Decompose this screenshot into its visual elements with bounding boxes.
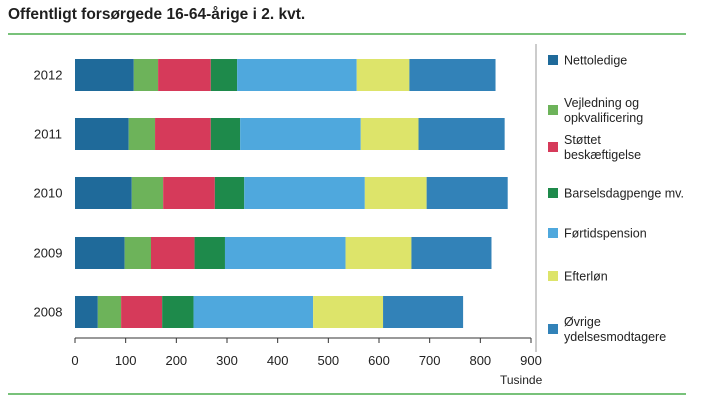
bar-2009-series-4 [224, 237, 346, 269]
bar-2008-series-5 [313, 296, 384, 328]
bar-2012-series-4 [237, 59, 357, 91]
bar-2011-series-1 [128, 118, 156, 150]
legend-label-1: Vejledning og opkvalificering [564, 96, 643, 125]
bar-2010-series-2 [163, 177, 215, 209]
bar-2009-series-5 [345, 237, 412, 269]
x-tick-label-200: 200 [165, 353, 187, 368]
bar-2008-series-1 [97, 296, 122, 328]
bar-2009-series-6 [411, 237, 492, 269]
bar-2010-series-4 [244, 177, 365, 209]
bar-2008-series-0 [75, 296, 98, 328]
bar-2012-series-3 [210, 59, 238, 91]
bar-2011-series-5 [360, 118, 419, 150]
legend: Nettoledige Vejledning og opkvalificering S… [548, 54, 684, 344]
bar-2012-series-0 [75, 59, 134, 91]
x-tick-label-300: 300 [216, 353, 238, 368]
category-label-2012: 2012 [34, 68, 63, 83]
bar-2011-series-6 [418, 118, 505, 150]
chart-title: Offentligt forsørgede 16-64-årige i 2. k… [8, 6, 306, 23]
bar-2009-series-0 [75, 237, 125, 269]
legend-label-6: Øvrige ydelsesmodtagere [564, 315, 666, 344]
bar-2012-series-2 [158, 59, 211, 91]
legend-label-3: Barselsdagpenge mv. [564, 187, 684, 201]
legend-swatch-1 [548, 105, 558, 115]
bar-2008-series-2 [121, 296, 163, 328]
x-axis-label: Tusinde [500, 373, 543, 387]
bar-2008-series-3 [162, 296, 194, 328]
x-tick-label-500: 500 [317, 353, 339, 368]
bar-2011-series-2 [155, 118, 211, 150]
x-tick-label-400: 400 [267, 353, 289, 368]
x-tick-label-700: 700 [419, 353, 441, 368]
bar-2012-series-1 [133, 59, 159, 91]
bar-2012-series-5 [356, 59, 410, 91]
bar-2011-series-4 [240, 118, 361, 150]
bar-2010-series-1 [131, 177, 164, 209]
x-ticks: 0 100 200 300 400 500 600 700 800 900 [71, 338, 542, 368]
legend-label-2: Støttet beskæftigelse [564, 133, 641, 162]
bars-group [75, 59, 508, 328]
bar-2010-series-6 [426, 177, 508, 209]
bar-2012-series-6 [409, 59, 496, 91]
bar-2008-series-4 [193, 296, 314, 328]
bar-2008-series-6 [383, 296, 464, 328]
x-tick-label-800: 800 [469, 353, 491, 368]
bar-2009-series-1 [124, 237, 151, 269]
bar-2010-series-3 [214, 177, 245, 209]
legend-swatch-2 [548, 142, 558, 152]
legend-label-5: Efterløn [564, 270, 608, 284]
x-tick-label-0: 0 [71, 353, 78, 368]
bar-2010-series-0 [75, 177, 132, 209]
bar-2011-series-3 [210, 118, 241, 150]
x-tick-label-900: 900 [520, 353, 542, 368]
category-label-2008: 2008 [34, 305, 63, 320]
bar-2011-series-0 [75, 118, 129, 150]
legend-label-4: Førtidspension [564, 227, 647, 241]
category-label-2010: 2010 [34, 186, 63, 201]
category-label-2011: 2011 [34, 127, 62, 142]
category-label-2009: 2009 [34, 246, 63, 261]
category-labels: 2012 2011 2010 2009 2008 [34, 68, 63, 320]
legend-label-0: Nettoledige [564, 54, 627, 68]
bar-2010-series-5 [364, 177, 427, 209]
bar-2009-series-2 [151, 237, 195, 269]
x-tick-label-600: 600 [368, 353, 390, 368]
bar-2009-series-3 [194, 237, 225, 269]
legend-swatch-4 [548, 228, 558, 238]
legend-swatch-6 [548, 324, 558, 334]
legend-swatch-3 [548, 188, 558, 198]
legend-swatch-5 [548, 271, 558, 281]
legend-swatch-0 [548, 55, 558, 65]
x-tick-label-100: 100 [115, 353, 137, 368]
